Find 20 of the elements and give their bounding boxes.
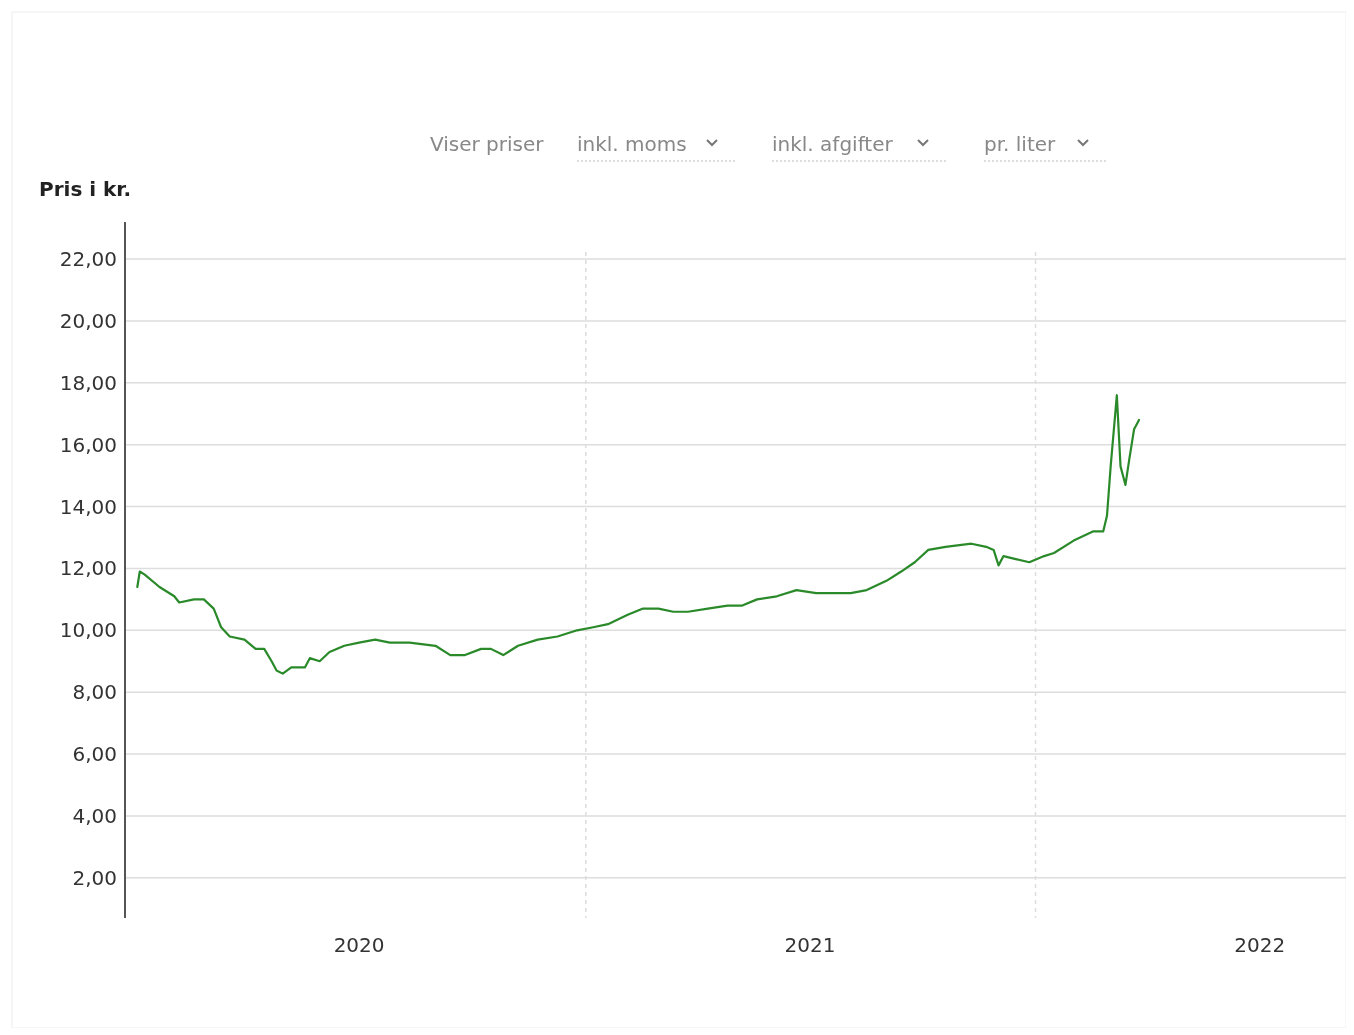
text: inkl. afgifter <box>772 132 894 156</box>
x-tick-label: 2020 <box>333 933 385 957</box>
text: pr. liter <box>984 132 1057 156</box>
y-tick-label: 14,00 <box>59 494 117 519</box>
y-tick-label: 10,00 <box>59 618 117 643</box>
y-tick-label: 18,00 <box>59 370 117 395</box>
y-axis-title: Pris i kr. <box>39 177 131 201</box>
text: Viser priser <box>430 132 545 156</box>
text: inkl. moms <box>577 132 687 156</box>
y-tick-label: 4,00 <box>72 803 117 828</box>
y-tick-label: 20,00 <box>59 308 117 333</box>
x-tick-label: 2022 <box>1234 933 1286 957</box>
y-tick-label: 22,00 <box>59 247 117 272</box>
y-tick-label: 8,00 <box>72 680 117 705</box>
y-tick-label: 6,00 <box>72 742 117 767</box>
y-tick-label: 2,00 <box>72 865 117 890</box>
x-tick-label: 2021 <box>784 933 836 957</box>
y-tick-label: 16,00 <box>59 432 117 457</box>
line-series <box>136 394 1141 675</box>
y-tick-label: 12,00 <box>59 556 117 581</box>
